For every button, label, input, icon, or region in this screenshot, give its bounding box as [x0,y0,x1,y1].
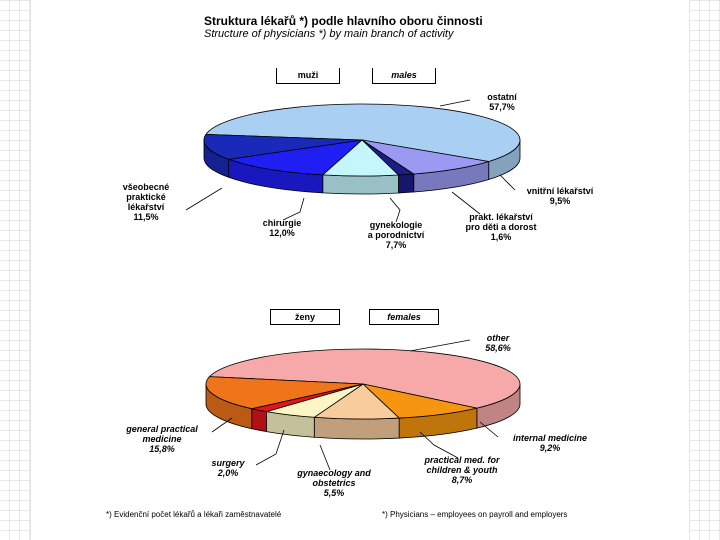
label-internal-medicine: internal medicine 9,2% [512,433,588,453]
males-title-box-cz: muži [276,68,340,84]
label-chirurgie: chirurgie 12,0% [262,218,302,238]
chart-title-english: Structure of physicians *) by main branc… [204,28,454,40]
males-slice-ostatni [205,103,521,162]
females-slice-other [208,348,521,409]
label-ostatni: ostatní 57,7% [487,92,517,112]
label-vseobecne: všeobecné praktické lékařství 11,5% [122,182,170,222]
left-grid-border [0,0,31,540]
label-prakt-deti: prakt. lékařství pro děti a dorost 1,6% [465,212,537,242]
males-slice-vseobecne-prakticke-lekarstvi [203,133,363,160]
label-gynaecology: gynaecology and obstetrics 5,5% [297,468,371,498]
females-leader-general [211,417,233,433]
label-gynekologie: gynekologie a porodnictví 7,7% [367,220,425,250]
label-practical-med: practical med. for children & youth 8,7% [424,455,500,485]
females-leader-other [409,339,471,352]
footnote-czech: *) Evidenční počet lékařů a lékaři zaměs… [106,510,282,519]
chart-title-czech: Struktura lékařů *) podle hlavního oboru… [204,14,483,28]
females-slice-internal-medicine [361,383,477,419]
females-leader-surgery [255,429,285,466]
males-leader-ostatni [439,99,471,107]
females-leader-practical [419,431,459,459]
females-leader-gyn [319,444,331,471]
males-side-prakt-lekarstvi-pro-deti-a-dorost [398,173,415,194]
males-leader-gyn [389,197,401,223]
label-other: other 58,6% [485,333,511,353]
females-side-surgery [251,408,267,433]
males-side-gynekologie-a-porodnictvi [322,174,399,195]
females-slice-general-practical-medicine [205,376,364,410]
females-title-box-en: females [369,309,439,325]
females-leader-internal [479,421,499,438]
males-leader-vseob [185,187,223,211]
males-slice-chirurgie [228,139,364,176]
males-slice-vnitrni-lekarstvi [361,139,489,175]
females-title-box-cz: ženy [270,309,340,325]
males-leader-vnitrni [499,174,516,191]
label-surgery: surgery 2,0% [211,458,245,478]
label-general-practical: general practical medicine 15,8% [126,424,198,454]
footnote-english: *) Physicians – employees on payroll and… [382,510,568,519]
males-leader-prakt [451,191,481,215]
label-vnitrni: vnitřní lékařství 9,5% [526,186,594,206]
males-title-box-en: males [372,68,436,84]
females-side-practical-med-for-children-youth [313,416,400,440]
right-grid-border [689,0,720,540]
males-leader-chir [282,197,305,221]
females-slice-practical-med-for-children-youth [313,383,401,420]
